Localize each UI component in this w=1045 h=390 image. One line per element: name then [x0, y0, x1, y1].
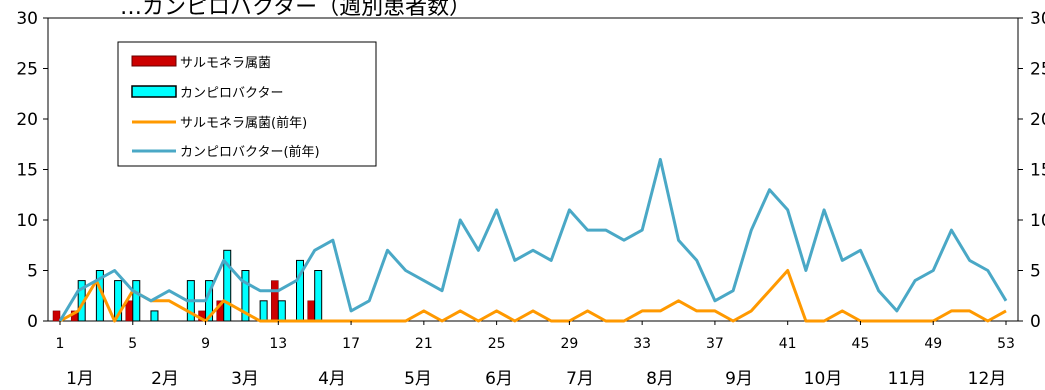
salmonella-bar: [125, 300, 134, 322]
y-tick-label-right: 10: [1030, 211, 1045, 231]
month-label: 9月: [725, 369, 753, 389]
campylobacter-bar: [277, 300, 286, 322]
x-tick-label: 17: [342, 336, 360, 352]
campylobacter-bar: [241, 270, 250, 322]
salmonella-prev-year-line: [59, 269, 1007, 323]
legend-label: サルモネラ属菌(前年): [180, 115, 307, 131]
campylobacter-prev-year-line: [58, 157, 1008, 322]
month-label: 7月: [566, 369, 594, 389]
x-tick-label: 45: [852, 336, 870, 352]
y-tick-label: 25: [16, 60, 38, 80]
month-label: 1月: [66, 369, 94, 389]
campylobacter-bar: [259, 300, 268, 322]
axes-group: 0055101015152020252530301591317212529333…: [16, 9, 1045, 389]
x-tick-label: 53: [997, 336, 1015, 352]
x-tick-label: 29: [560, 336, 578, 352]
legend-swatch-salmonella: [131, 55, 177, 67]
month-label: 11月: [888, 369, 927, 389]
campylobacter-bar: [314, 270, 323, 322]
month-label: 2月: [151, 369, 179, 389]
campylobacter-bar: [223, 249, 232, 322]
y-tick-label-right: 25: [1030, 60, 1045, 80]
month-label: 10月: [804, 369, 843, 389]
salmonella-bar: [271, 280, 279, 322]
month-label: 12月: [968, 369, 1007, 389]
y-tick-label-right: 20: [1030, 110, 1045, 130]
month-label: 6月: [485, 369, 513, 389]
y-tick-label-right: 5: [1030, 262, 1041, 282]
campylobacter-bar: [114, 280, 123, 322]
y-tick-label-right: 30: [1030, 9, 1045, 29]
y-tick-label-right: 0: [1030, 312, 1041, 332]
chart-title: …カンピロバクター（週別患者数）: [120, 0, 471, 20]
x-tick-label: 1: [56, 336, 65, 352]
x-tick-label: 49: [924, 336, 942, 352]
lines-group: [58, 157, 1008, 323]
y-tick-label: 20: [16, 110, 38, 130]
y-tick-label: 30: [16, 9, 38, 29]
y-tick-label: 15: [16, 161, 38, 181]
month-label: 4月: [318, 369, 346, 389]
campylobacter-bar: [132, 280, 141, 322]
x-tick-label: 25: [488, 336, 506, 352]
legend-label: カンピロバクター: [180, 86, 283, 101]
x-tick-label: 33: [633, 336, 651, 352]
x-tick-label: 37: [706, 336, 724, 352]
legend-swatch-campylobacter: [131, 85, 177, 98]
y-tick-label-right: 15: [1030, 161, 1045, 181]
month-label: 8月: [646, 369, 674, 389]
y-tick-label: 10: [16, 211, 38, 231]
x-tick-label: 21: [415, 336, 433, 352]
legend-label: カンピロバクター(前年): [180, 144, 320, 160]
x-tick-label: 9: [201, 336, 210, 352]
x-tick-label: 5: [128, 336, 137, 352]
month-label: 5月: [404, 369, 432, 389]
legend-label: サルモネラ属菌: [180, 56, 271, 71]
y-tick-label: 5: [27, 262, 38, 282]
salmonella-bar: [52, 310, 61, 322]
x-tick-label: 41: [779, 336, 797, 352]
x-tick-label: 13: [269, 336, 287, 352]
campylobacter-bar: [150, 310, 159, 322]
salmonella-bar: [307, 300, 315, 322]
month-label: 3月: [231, 369, 259, 389]
y-tick-label: 0: [27, 312, 38, 332]
